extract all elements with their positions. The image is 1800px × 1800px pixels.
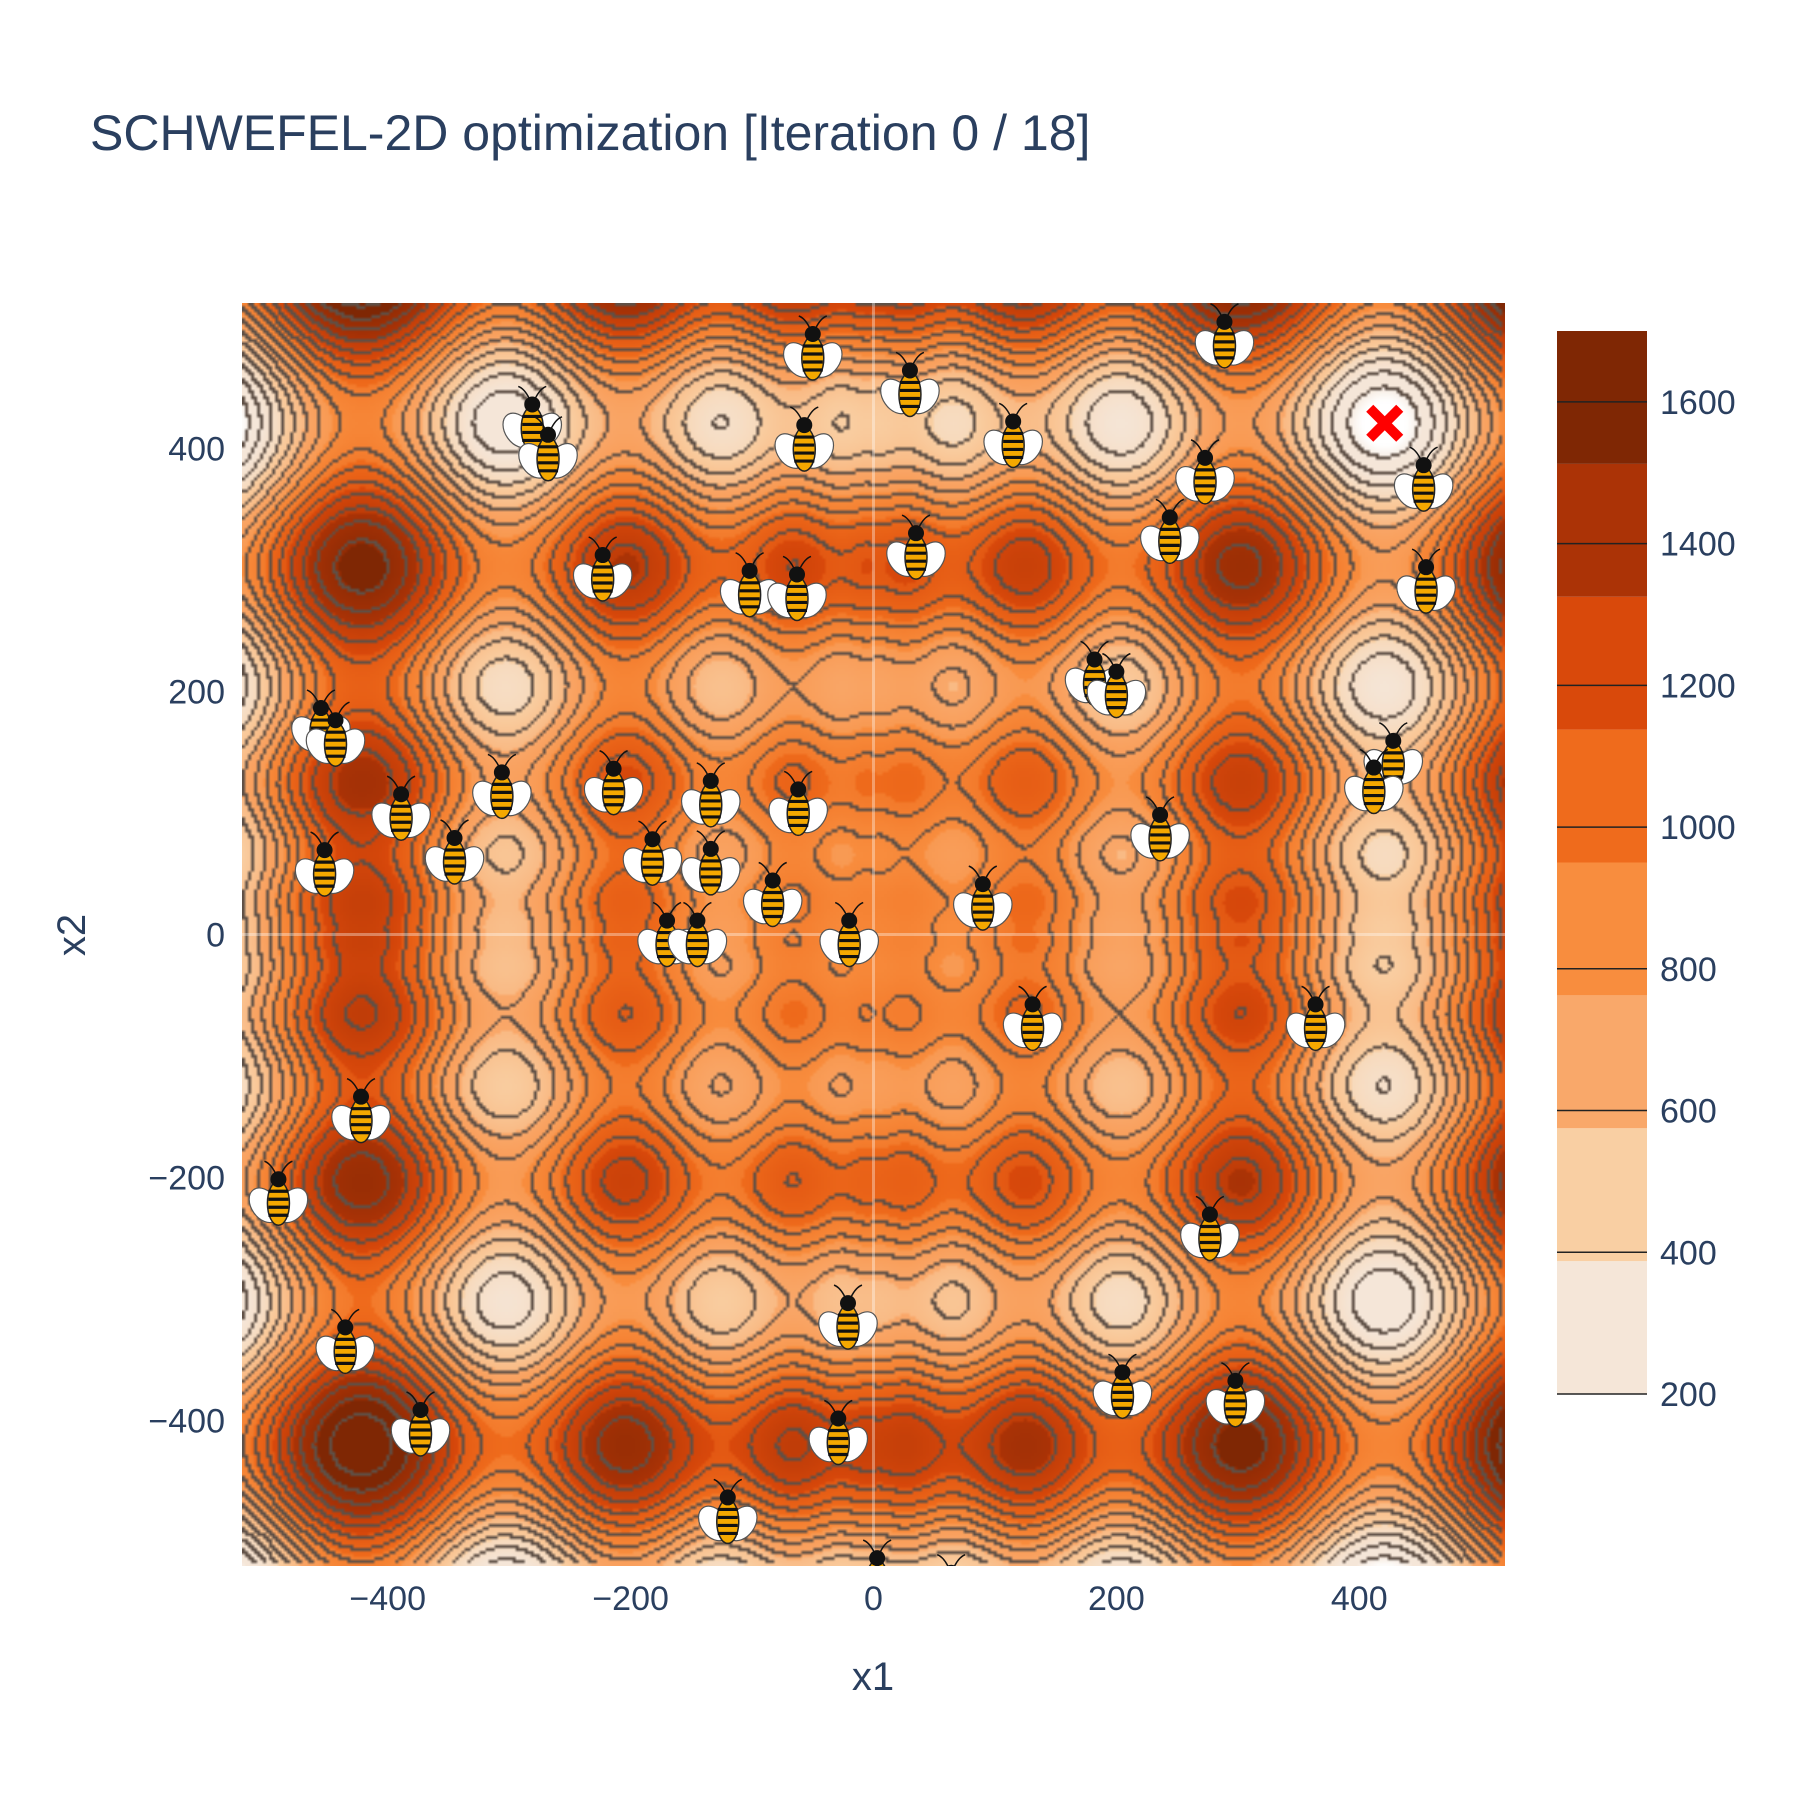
x-axis-title: x1 [852,1655,894,1699]
particle-bee-icon [768,770,829,837]
particle-bee-icon [667,901,728,968]
y-axis-title: x2 [50,914,94,956]
colorbar-band [1557,995,1647,1129]
particle-bee-icon [880,351,940,418]
particle-bee-icon [424,819,485,885]
particle-bee-icon [331,1077,391,1144]
particle-bee-icon [294,831,355,897]
y-tick-label: −200 [148,1159,225,1197]
particle-bee-icon [742,861,803,928]
particle-bee-icon [1393,446,1454,512]
particle-bee-icon [1002,985,1063,1052]
particle-bee-icon [1175,439,1235,505]
particle-bee-icon [767,555,827,622]
y-axis-ticks: −400 −200 0 200 400 [148,431,225,1441]
y-tick-label: 0 [206,917,225,955]
particles [248,303,1456,1566]
particle-bee-icon [774,406,835,472]
particle-bee-icon [1344,748,1404,815]
particle-bee-icon [952,865,1013,931]
particle-bee-icon [1194,303,1255,369]
particle-bee-icon [697,1478,758,1545]
x-tick-label: −400 [349,1580,426,1618]
particle-bee-icon [680,830,741,896]
particle-bee-icon [680,762,741,828]
particle-bee-icon [1180,1195,1240,1262]
particle-bee-icon [518,416,578,482]
x-tick-label: 400 [1331,1580,1388,1618]
y-tick-label: 400 [168,431,225,469]
particle-bee-icon [1205,1362,1266,1428]
chart-title: SCHWEFEL-2D optimization [Iteration 0 / … [90,105,1090,161]
particle-bee-icon [808,1399,869,1466]
particle-bee-icon [1086,652,1147,719]
particle-bee-icon [315,1308,376,1375]
colorbar: 200 400 600 800 1000 1200 1400 1600 [1557,331,1736,1414]
particle-bee-icon [1285,985,1346,1052]
colorbar-band [1557,862,1647,996]
particle-bee-icon [819,901,880,968]
x-tick-label: 200 [1088,1580,1145,1618]
colorbar-tick-label: 400 [1660,1234,1717,1272]
plot-area [242,303,1505,1566]
particle-bee-icon [371,775,431,842]
particle-bee-icon [983,402,1043,469]
colorbar-band [1557,1128,1647,1262]
particle-bee-icon [1139,498,1200,565]
y-tick-label: −400 [148,1402,225,1440]
particle-bee-icon [583,750,644,816]
best-x-icon [1366,404,1404,442]
y-tick-label: 200 [168,674,225,712]
colorbar-tick-label: 1600 [1660,384,1736,422]
particle-bee-icon [886,514,946,580]
colorbar-tick-label: 200 [1660,1376,1717,1414]
x-axis-ticks: −400 −200 0 200 400 [349,1580,1387,1618]
colorbar-tick-label: 800 [1660,951,1717,989]
x-tick-label: 0 [864,1580,883,1618]
colorbar-tick-label: 1000 [1660,809,1736,847]
particle-bee-icon [305,701,366,767]
colorbar-tick-label: 1400 [1660,526,1736,564]
particle-bee-icon [818,1284,878,1350]
colorbar-band [1557,463,1647,597]
particle-bee-icon [390,1391,451,1457]
colorbar-tick-label: 1200 [1660,667,1736,705]
particle-bee-icon [572,536,633,602]
colorbar-tick-label: 600 [1660,1093,1717,1131]
colorbar-band [1557,729,1647,863]
best-marker [1366,404,1404,442]
colorbar-band [1557,1261,1647,1394]
particle-bee-icon [1396,548,1456,614]
particle-bee-icon [782,315,843,381]
colorbar-band [1557,596,1647,730]
particle-bee-icon [936,1554,966,1566]
particle-bee-icon [719,552,780,618]
particle-bee-icon [862,1539,892,1566]
particle-bee-icon [248,1160,309,1226]
x-tick-label: −200 [592,1580,669,1618]
particle-bee-icon [1130,796,1190,862]
particle-bee-icon [622,820,683,886]
particle-bee-icon [472,753,532,820]
colorbar-band [1557,331,1647,464]
particle-bee-icon [1092,1353,1153,1420]
